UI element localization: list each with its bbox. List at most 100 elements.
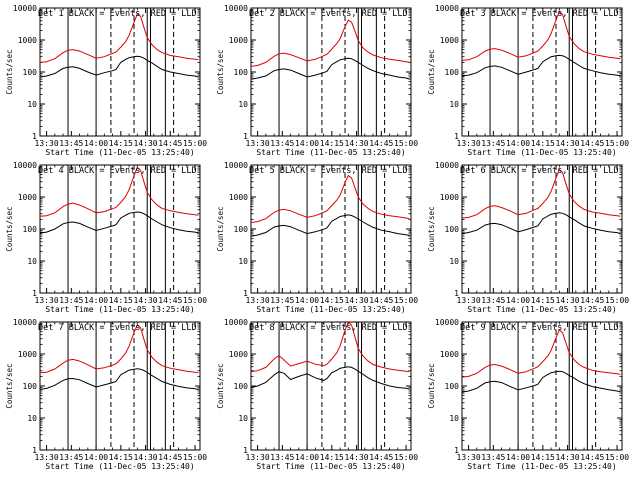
x-tick-label: 14:15 xyxy=(320,139,344,148)
x-tick-label: 14:45 xyxy=(158,139,182,148)
plot-frame xyxy=(250,7,412,137)
y-tick-label: 10000 xyxy=(224,4,248,13)
y-tick-label: 100 xyxy=(23,225,38,234)
y-tick-label: 1 xyxy=(454,289,459,298)
y-axis-title: Counts/sec xyxy=(216,206,225,251)
x-tick-label: 15:00 xyxy=(605,296,629,305)
detector-panel: 1 10 100 1000 10000 13:30 13:45 14:00 14:15 14:30… xyxy=(427,318,629,471)
x-tick-label: 14:30 xyxy=(345,139,369,148)
x-tick-label: 14:30 xyxy=(556,296,580,305)
y-tick-label: 100 xyxy=(234,225,249,234)
y-tick-label: 100 xyxy=(445,382,460,391)
x-tick-label: 13:30 xyxy=(35,296,59,305)
x-tick-label: 14:15 xyxy=(109,453,133,462)
y-tick-label: 1000 xyxy=(18,193,37,202)
y-tick-label: 10 xyxy=(238,257,248,266)
x-tick-label: 14:30 xyxy=(345,296,369,305)
x-tick-label: 14:15 xyxy=(109,139,133,148)
y-tick-label: 10 xyxy=(27,414,37,423)
x-tick-label: 13:30 xyxy=(35,453,59,462)
x-tick-label: 13:30 xyxy=(35,139,59,148)
x-axis-title: Start Time (11-Dec-05 13:25:40) xyxy=(45,148,194,157)
events-series-line xyxy=(461,370,621,393)
y-tick-label: 10000 xyxy=(224,318,248,327)
panel-title: Det 2 BLACK = Events, RED = LLD xyxy=(249,9,408,19)
x-tick-label: 14:45 xyxy=(580,296,604,305)
events-series-line xyxy=(250,366,410,390)
y-axis-title: Counts/sec xyxy=(427,363,436,408)
y-tick-label: 10 xyxy=(238,100,248,109)
y-axis-title: Counts/sec xyxy=(5,206,14,251)
panel-title: Det 7 BLACK = Events, RED = LLD xyxy=(38,323,197,333)
y-tick-label: 100 xyxy=(234,382,249,391)
y-tick-label: 1 xyxy=(243,289,248,298)
events-series-line xyxy=(250,214,410,237)
x-tick-label: 14:30 xyxy=(345,453,369,462)
lld-series-line xyxy=(461,10,621,61)
panel-title: Det 6 BLACK = Events, RED = LLD xyxy=(460,166,619,176)
events-series-line xyxy=(39,55,199,78)
x-tick-label: 14:45 xyxy=(158,453,182,462)
events-series-line xyxy=(461,212,621,235)
panel-title: Det 9 BLACK = Events, RED = LLD xyxy=(460,323,619,333)
x-tick-label: 13:45 xyxy=(59,139,83,148)
x-tick-label: 13:30 xyxy=(246,296,270,305)
x-tick-label: 14:45 xyxy=(580,139,604,148)
x-tick-label: 13:30 xyxy=(457,453,481,462)
y-tick-label: 1000 xyxy=(440,36,459,45)
panel-title: Det 4 BLACK = Events, RED = LLD xyxy=(38,166,197,176)
y-tick-label: 10 xyxy=(27,100,37,109)
x-tick-label: 14:45 xyxy=(369,453,393,462)
y-tick-label: 10000 xyxy=(13,4,37,13)
y-tick-label: 100 xyxy=(445,68,460,77)
detector-panel: 1 10 100 1000 10000 13:30 13:45 14:00 14:15 14:30… xyxy=(216,4,418,157)
y-tick-label: 1 xyxy=(454,132,459,141)
x-tick-label: 14:00 xyxy=(506,453,530,462)
x-axis-title: Start Time (11-Dec-05 13:25:40) xyxy=(467,305,616,314)
x-tick-label: 14:45 xyxy=(158,296,182,305)
y-tick-label: 10000 xyxy=(435,4,459,13)
lld-series-line xyxy=(39,13,199,63)
x-axis-title: Start Time (11-Dec-05 13:25:40) xyxy=(45,305,194,314)
y-axis-title: Counts/sec xyxy=(427,206,436,251)
y-axis-title: Counts/sec xyxy=(5,363,14,408)
y-axis-title: Counts/sec xyxy=(216,363,225,408)
x-tick-label: 14:45 xyxy=(580,453,604,462)
x-tick-label: 15:00 xyxy=(394,139,418,148)
lld-series-line xyxy=(250,174,410,223)
lld-series-line xyxy=(39,166,199,217)
y-tick-label: 10000 xyxy=(435,318,459,327)
x-tick-label: 14:30 xyxy=(556,139,580,148)
y-tick-label: 100 xyxy=(234,68,249,77)
x-tick-label: 13:30 xyxy=(457,139,481,148)
y-tick-label: 1000 xyxy=(229,193,248,202)
x-axis-title: Start Time (11-Dec-05 13:25:40) xyxy=(256,305,405,314)
panel-title: Det 8 BLACK = Events, RED = LLD xyxy=(249,323,408,333)
x-tick-label: 13:45 xyxy=(270,453,294,462)
y-tick-label: 1 xyxy=(32,132,37,141)
y-tick-label: 10000 xyxy=(224,161,248,170)
plot-frame xyxy=(250,321,412,451)
x-tick-label: 15:00 xyxy=(394,296,418,305)
events-series-line xyxy=(39,368,199,391)
detector-panel: 1 10 100 1000 10000 13:30 13:45 14:00 14:15 14:30… xyxy=(216,161,418,314)
x-tick-label: 14:30 xyxy=(134,296,158,305)
lld-series-line xyxy=(39,323,199,374)
y-tick-label: 10000 xyxy=(13,161,37,170)
x-tick-label: 13:45 xyxy=(481,139,505,148)
y-tick-label: 10000 xyxy=(435,161,459,170)
y-tick-label: 100 xyxy=(23,68,38,77)
plot-frame xyxy=(39,7,201,137)
x-tick-label: 13:30 xyxy=(246,453,270,462)
x-axis-title: Start Time (11-Dec-05 13:25:40) xyxy=(256,148,405,157)
detector-panel: 1 10 100 1000 10000 13:30 13:45 14:00 14:15 14:30… xyxy=(427,161,629,314)
x-tick-label: 13:30 xyxy=(246,139,270,148)
x-tick-label: 14:45 xyxy=(369,139,393,148)
detector-panel: 1 10 100 1000 10000 13:30 13:45 14:00 14:15 14:30… xyxy=(5,4,207,157)
y-axis-title: Counts/sec xyxy=(5,49,14,94)
y-tick-label: 1000 xyxy=(440,350,459,359)
y-tick-label: 1 xyxy=(32,289,37,298)
x-tick-label: 15:00 xyxy=(183,296,207,305)
y-tick-label: 1000 xyxy=(229,350,248,359)
